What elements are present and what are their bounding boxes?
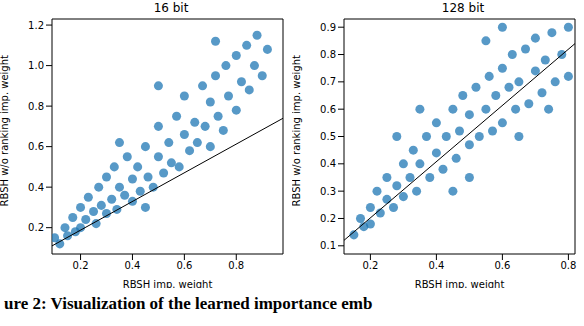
svg-text:0.6: 0.6 — [28, 141, 44, 152]
svg-text:0.8: 0.8 — [560, 260, 576, 271]
svg-text:0.6: 0.6 — [494, 260, 510, 271]
svg-text:1.0: 1.0 — [28, 60, 44, 71]
svg-text:0.2: 0.2 — [362, 260, 378, 271]
svg-text:0.8: 0.8 — [320, 49, 336, 60]
svg-text:RBSH imp. weight: RBSH imp. weight — [415, 279, 505, 288]
html-text:128 bit: 128 bit — [441, 1, 485, 15]
svg-text:0.2: 0.2 — [28, 222, 44, 233]
svg-text:RBSH w/o ranking imp. weight: RBSH w/o ranking imp. weight — [292, 55, 302, 207]
svg-text:0.3: 0.3 — [320, 186, 336, 197]
svg-text:0.1: 0.1 — [320, 240, 336, 251]
svg-text:0.6: 0.6 — [176, 260, 192, 271]
svg-text:0.8: 0.8 — [228, 260, 244, 271]
svg-text:0.2: 0.2 — [73, 260, 89, 271]
svg-text:0.6: 0.6 — [320, 104, 336, 115]
svg-text:0.4: 0.4 — [320, 158, 336, 169]
svg-text:0.7: 0.7 — [320, 76, 336, 87]
svg-text:0.9: 0.9 — [320, 22, 336, 33]
svg-text:0.2: 0.2 — [320, 213, 336, 224]
html-text:16 bit: 16 bit — [153, 1, 189, 15]
svg-text:RBSH w/o ranking imp. weight: RBSH w/o ranking imp. weight — [8, 55, 10, 207]
svg-text:0.8: 0.8 — [28, 101, 44, 112]
svg-text:0.4: 0.4 — [28, 182, 44, 193]
html-text:ure 2: Visualization of the le: ure 2: Visualization of the learned impo… — [4, 294, 373, 313]
svg-text:1.2: 1.2 — [28, 20, 44, 31]
svg-text:RBSH imp. weight: RBSH imp. weight — [123, 279, 213, 288]
svg-text:0.5: 0.5 — [320, 131, 336, 142]
svg-text:0.4: 0.4 — [428, 260, 444, 271]
svg-text:0.4: 0.4 — [125, 260, 141, 271]
